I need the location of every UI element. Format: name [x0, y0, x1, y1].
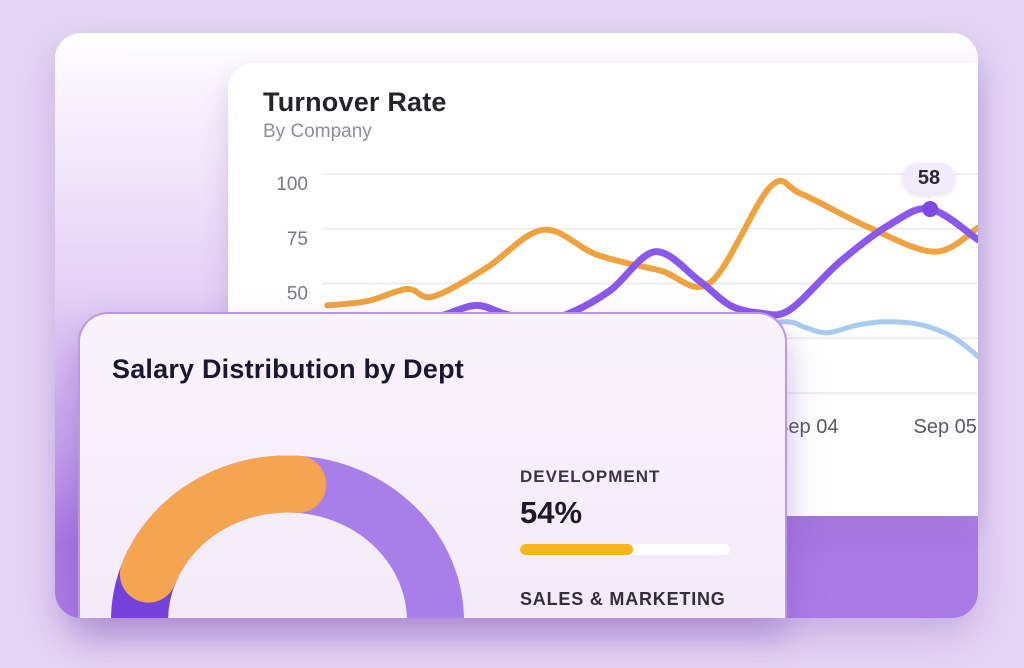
salary-distribution-card: Salary Distribution by Dept DEVELOPMENT …	[78, 312, 787, 618]
value-tooltip-text: 58	[917, 166, 941, 189]
salary-stats: DEVELOPMENT 54% SALES & MARKETING	[520, 467, 732, 610]
turnover-card-header: Turnover Rate By Company	[263, 87, 447, 143]
turnover-card-title: Turnover Rate	[263, 87, 447, 117]
svg-text:50: 50	[287, 284, 308, 305]
svg-text:Sep 05: Sep 05	[914, 416, 977, 438]
svg-text:Sep 04: Sep 04	[775, 416, 838, 438]
svg-text:75: 75	[287, 229, 308, 250]
progress-bar-track	[520, 544, 730, 555]
salary-card-title: Salary Distribution by Dept	[112, 354, 464, 384]
svg-text:100: 100	[276, 174, 308, 195]
stat-label-development: DEVELOPMENT	[520, 467, 661, 486]
stat-value-development: 54%	[520, 495, 583, 530]
value-tooltip-badge: 58	[903, 163, 955, 193]
salary-gauge-chart	[111, 455, 464, 618]
progress-bar-fill	[520, 544, 634, 555]
turnover-card-subtitle: By Company	[263, 121, 372, 142]
stat-label-sales-marketing: SALES & MARKETING	[520, 589, 726, 609]
